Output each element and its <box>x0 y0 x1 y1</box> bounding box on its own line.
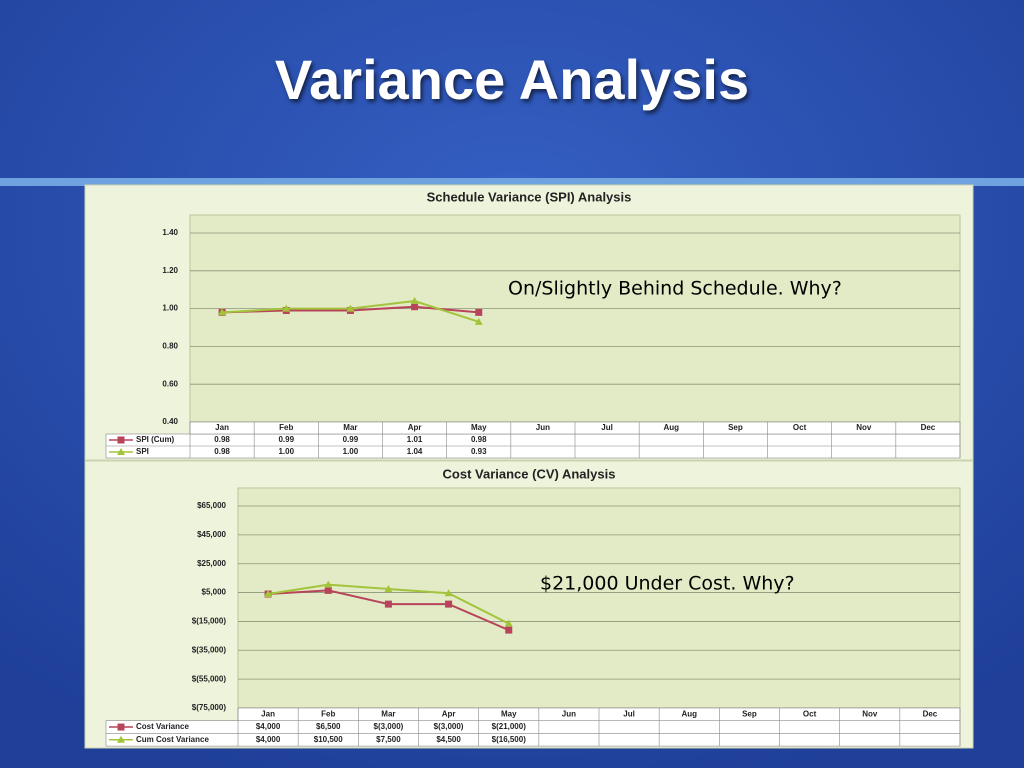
x-tick-label: Jan <box>261 709 275 718</box>
plot-area <box>237 487 961 709</box>
legend-label: Cum Cost Variance <box>136 735 209 744</box>
divider <box>0 178 1024 186</box>
marker <box>384 600 392 608</box>
marker <box>475 308 483 316</box>
marker <box>444 589 453 597</box>
marker <box>117 723 125 731</box>
x-tick-label: Oct <box>793 423 807 432</box>
x-tick-label: Feb <box>321 709 335 718</box>
marker <box>346 304 355 312</box>
x-tick-label: Aug <box>663 423 679 432</box>
plot-area <box>189 214 961 423</box>
x-tick-label: Jun <box>562 709 576 718</box>
y-tick-label: $5,000 <box>202 588 227 597</box>
y-tick-label: $(55,000) <box>192 674 227 683</box>
annotation: On/Slightly Behind Schedule. Why? <box>508 278 842 300</box>
value-label: 1.04 <box>407 447 423 456</box>
marker <box>117 735 125 743</box>
x-tick-label: Dec <box>921 423 936 432</box>
marker <box>264 590 273 598</box>
legend-label: SPI (Cum) <box>136 435 175 444</box>
chart-title: Cost Variance (CV) Analysis <box>443 466 616 481</box>
marker <box>411 303 419 311</box>
chart-title: Schedule Variance (SPI) Analysis <box>427 189 632 204</box>
value-label: $7,500 <box>376 735 401 744</box>
x-tick-label: Apr <box>442 709 456 718</box>
x-tick-label: Oct <box>803 709 817 718</box>
value-label: $(21,000) <box>492 722 527 731</box>
x-tick-label: Apr <box>408 423 422 432</box>
marker <box>117 436 125 444</box>
y-tick-label: $(15,000) <box>192 617 227 626</box>
value-label: 0.93 <box>471 447 487 456</box>
x-tick-label: Sep <box>728 423 743 432</box>
x-tick-label: Sep <box>742 709 757 718</box>
value-label: $(16,500) <box>492 735 527 744</box>
value-label: 1.00 <box>343 447 359 456</box>
x-tick-label: Jul <box>601 423 613 432</box>
y-tick-label: 0.80 <box>162 342 178 351</box>
marker <box>324 580 333 588</box>
legend-label: Cost Variance <box>136 722 189 731</box>
marker <box>324 586 332 594</box>
y-tick-label: $45,000 <box>197 530 226 539</box>
legend-label: SPI <box>136 447 149 456</box>
y-tick-label: $65,000 <box>197 501 226 510</box>
x-tick-label: Aug <box>681 709 697 718</box>
x-tick-label: Jul <box>623 709 635 718</box>
value-label: 0.99 <box>278 435 294 444</box>
value-label: 0.99 <box>343 435 359 444</box>
value-label: 0.98 <box>214 447 230 456</box>
y-tick-label: 0.60 <box>162 379 178 388</box>
value-label: 0.98 <box>214 435 230 444</box>
marker <box>117 448 125 455</box>
value-label: 0.98 <box>471 435 487 444</box>
x-tick-label: Dec <box>923 709 938 718</box>
y-tick-label: $(75,000) <box>192 703 227 712</box>
x-tick-label: Jan <box>215 423 229 432</box>
marker <box>474 317 483 325</box>
y-tick-label: $25,000 <box>197 559 226 568</box>
marker <box>504 619 513 627</box>
value-label: $(3,000) <box>374 722 404 731</box>
x-tick-label: Nov <box>862 709 878 718</box>
slide-title: Variance Analysis <box>275 48 749 111</box>
marker <box>282 304 291 312</box>
x-tick-label: May <box>501 709 517 718</box>
x-tick-label: May <box>471 423 487 432</box>
marker <box>445 600 453 608</box>
value-label: $6,500 <box>316 722 341 731</box>
value-label: 1.01 <box>407 435 423 444</box>
marker <box>218 308 227 316</box>
y-tick-label: 1.00 <box>162 304 178 313</box>
x-tick-label: Mar <box>381 709 395 718</box>
x-tick-label: Nov <box>856 423 872 432</box>
y-tick-label: $(35,000) <box>192 645 227 654</box>
marker <box>410 297 419 305</box>
value-label: $4,500 <box>436 735 461 744</box>
value-label: $(3,000) <box>434 722 464 731</box>
y-tick-label: 1.20 <box>162 266 178 275</box>
marker <box>384 584 393 592</box>
value-label: 1.00 <box>278 447 294 456</box>
value-label: $4,000 <box>256 735 281 744</box>
y-tick-label: 0.40 <box>162 417 178 426</box>
annotation: $21,000 Under Cost. Why? <box>540 573 795 595</box>
x-tick-label: Feb <box>279 423 293 432</box>
value-label: $4,000 <box>256 722 281 731</box>
value-label: $10,500 <box>314 735 343 744</box>
y-tick-label: 1.40 <box>162 228 178 237</box>
marker <box>505 626 513 634</box>
x-tick-label: Jun <box>536 423 550 432</box>
x-tick-label: Mar <box>343 423 357 432</box>
